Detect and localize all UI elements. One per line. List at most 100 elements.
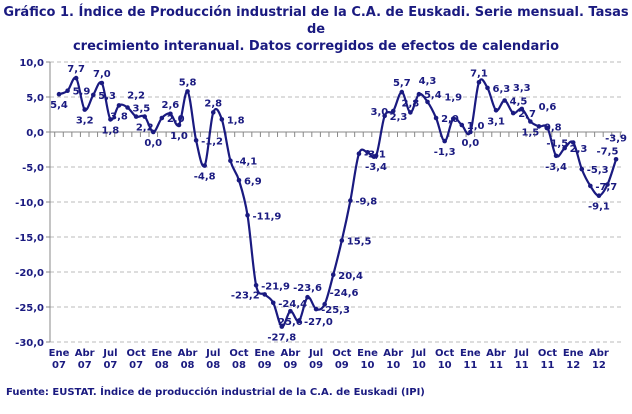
data-point — [416, 91, 422, 97]
y-tick-label: -30,0 — [15, 338, 44, 349]
data-label: -3,4 — [545, 162, 567, 173]
data-point — [588, 183, 593, 189]
data-label: 1,5 — [521, 128, 539, 139]
data-point — [425, 99, 430, 105]
data-point — [193, 138, 199, 143]
data-point — [228, 158, 233, 163]
data-label: 1,0 — [467, 121, 485, 132]
data-label: 3,8 — [110, 111, 128, 122]
data-point — [116, 103, 122, 108]
x-tick-label-year: 12 — [566, 360, 580, 371]
x-tick-label-month: Oct — [127, 348, 146, 359]
x-tick-label-month: Jul — [411, 348, 426, 359]
data-label: 2,2 — [127, 91, 145, 102]
data-label: -4,1 — [235, 157, 257, 168]
data-point — [305, 294, 310, 300]
data-label: 2,8 — [402, 98, 420, 109]
data-point — [382, 113, 387, 119]
data-label: -1,2 — [201, 136, 223, 147]
data-label: 0,0 — [462, 138, 480, 149]
data-point — [408, 110, 413, 115]
data-label: 0,0 — [144, 138, 162, 149]
x-tick-label-year: 07 — [78, 360, 92, 371]
data-label: -4,8 — [194, 172, 216, 183]
title-line-1: Gráfico 1. Índice de Producción industri… — [3, 5, 629, 37]
data-point — [528, 119, 533, 124]
data-label: 2,2 — [136, 123, 154, 134]
data-label: 4,3 — [419, 76, 437, 87]
data-point — [330, 272, 336, 278]
data-point — [399, 89, 405, 95]
data-point — [253, 283, 259, 288]
data-label: -1,5 — [546, 139, 568, 150]
data-label: -3,1 — [364, 150, 386, 161]
data-point — [476, 80, 482, 85]
x-tick-label-month: Ene — [254, 348, 275, 359]
data-point — [596, 193, 602, 198]
data-point — [519, 106, 525, 112]
y-tick-label: 10,0 — [19, 58, 44, 69]
data-label: -27,0 — [304, 317, 333, 328]
data-point — [510, 110, 516, 116]
x-tick-label-month: Ene — [357, 348, 378, 359]
x-tick-label-year: 10 — [438, 360, 452, 371]
data-label: 3,2 — [76, 116, 94, 127]
title-line-2: crecimiento interanual. Datos corregidos… — [72, 39, 560, 54]
data-point — [459, 122, 465, 128]
data-point — [99, 80, 105, 86]
data-label: 7,0 — [93, 69, 111, 80]
data-point — [125, 105, 130, 110]
y-tick-label: -10,0 — [15, 198, 44, 209]
data-label: 2,0 — [441, 114, 459, 125]
data-label: 5,4 — [424, 90, 442, 101]
data-label: -23,2 — [231, 290, 260, 301]
x-tick-label-month: Oct — [332, 348, 351, 359]
data-point — [296, 318, 302, 324]
data-point — [210, 110, 216, 115]
data-label: -24,4 — [278, 299, 307, 310]
data-label: -21,9 — [261, 281, 290, 292]
data-point — [322, 301, 327, 307]
x-tick-label-year: 09 — [283, 360, 297, 371]
data-label: -9,1 — [588, 202, 610, 213]
x-tick-label-year: 10 — [361, 360, 375, 371]
x-tick-label-month: Oct — [538, 348, 557, 359]
x-tick-label-month: Abr — [280, 348, 300, 359]
data-label: -24,6 — [330, 288, 359, 299]
data-label: 20,4 — [338, 271, 363, 282]
data-label: 5,9 — [73, 87, 91, 98]
data-point — [468, 129, 473, 135]
y-tick-label: -20,0 — [15, 268, 44, 279]
data-point — [142, 114, 147, 119]
data-label: 2,0 — [167, 114, 185, 125]
data-point — [73, 75, 79, 81]
data-point — [202, 163, 207, 168]
data-point — [313, 306, 319, 312]
data-label: 2,7 — [518, 109, 536, 120]
x-tick-label-month: Jul — [514, 348, 529, 359]
data-label: 25,6 — [278, 317, 303, 328]
y-tick-label: -25,0 — [15, 303, 44, 314]
data-label: 5,7 — [393, 78, 411, 89]
y-tick-label: 5,0 — [26, 93, 44, 104]
data-label: 4,5 — [510, 97, 528, 108]
x-tick-label-year: 12 — [592, 360, 606, 371]
data-point — [570, 140, 576, 145]
data-label: 2,3 — [570, 144, 588, 155]
x-tick-label-month: Jul — [308, 348, 323, 359]
x-tick-label-month: Ene — [49, 348, 70, 359]
data-label: 2,6 — [162, 100, 180, 111]
data-label: 3,5 — [133, 104, 151, 115]
data-label: -25,3 — [321, 305, 350, 316]
x-tick-label-month: Oct — [435, 348, 454, 359]
x-tick-label-year: 11 — [463, 360, 477, 371]
data-point — [245, 213, 250, 218]
data-label: 15,5 — [347, 237, 372, 248]
source-note: Fuente: EUSTAT. Índice de producción ind… — [6, 387, 425, 398]
data-point — [176, 122, 182, 128]
data-point — [613, 157, 619, 162]
data-point — [390, 108, 396, 114]
data-point — [348, 198, 353, 203]
x-tick-label-month: Abr — [486, 348, 506, 359]
x-tick-label-year: 11 — [515, 360, 529, 371]
